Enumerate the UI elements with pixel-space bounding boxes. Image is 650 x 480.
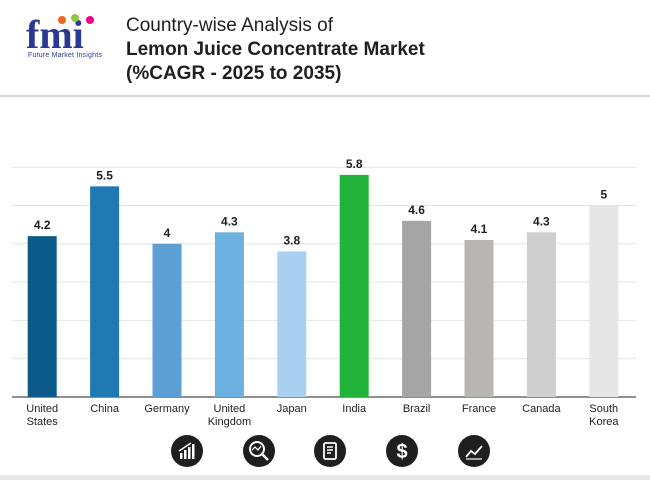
data-label: 5 [600, 188, 607, 202]
data-label: 4.1 [471, 222, 488, 236]
data-label: 5.8 [346, 157, 363, 171]
x-tick-label: Brazil [403, 403, 431, 415]
data-label: 3.8 [283, 233, 300, 247]
bottom-band [0, 475, 650, 480]
x-tick-label: United [214, 403, 246, 415]
dollar-icon: $ [386, 435, 418, 467]
x-tick-label: Kingdom [208, 416, 251, 428]
x-tick-label: United [26, 403, 58, 415]
data-label: 4.3 [221, 214, 238, 228]
bar [402, 220, 432, 397]
logo-tagline: Future Market Insights [28, 52, 103, 59]
bar [90, 186, 120, 397]
data-label: 4.3 [533, 214, 550, 228]
data-label: 4.2 [34, 218, 51, 232]
bar-chart: 4.2UnitedStates5.5China4Germany4.3United… [12, 157, 636, 428]
bar [277, 251, 307, 397]
svg-text:$: $ [396, 441, 407, 463]
report-header: fmi Future Market Insights Country-wise … [0, 0, 650, 96]
data-label: 4 [164, 226, 171, 240]
footer-icons: $ [0, 435, 650, 471]
x-tick-label: Japan [277, 403, 307, 415]
title-line-2: Lemon Juice Concentrate Market [126, 39, 425, 60]
trend-line-icon [458, 435, 490, 467]
magnifier-chart-icon [243, 435, 275, 467]
bar [464, 239, 494, 397]
x-tick-label: France [462, 403, 496, 415]
data-label: 4.6 [408, 203, 425, 217]
x-tick-label: South [589, 403, 618, 415]
x-tick-label: Germany [144, 403, 190, 415]
data-label: 5.5 [96, 168, 113, 182]
document-icon [314, 435, 346, 467]
x-tick-label: States [27, 416, 59, 428]
chart-title: Country-wise Analysis of Lemon Juice Con… [126, 14, 425, 86]
bar [214, 232, 244, 397]
x-tick-label: India [342, 403, 367, 415]
x-tick-label: Canada [522, 403, 561, 415]
bar [27, 236, 57, 397]
bar [152, 243, 182, 397]
bar [589, 205, 619, 397]
header-divider [0, 95, 650, 97]
bar [526, 232, 556, 397]
growth-chart-icon [171, 435, 203, 467]
bar [339, 174, 369, 397]
title-line-3: (%CAGR - 2025 to 2035) [126, 63, 342, 84]
fmi-logo: fmi [26, 12, 94, 57]
x-tick-label: China [90, 403, 120, 415]
x-tick-label: Korea [589, 416, 619, 428]
title-line-1: Country-wise Analysis of [126, 15, 333, 36]
